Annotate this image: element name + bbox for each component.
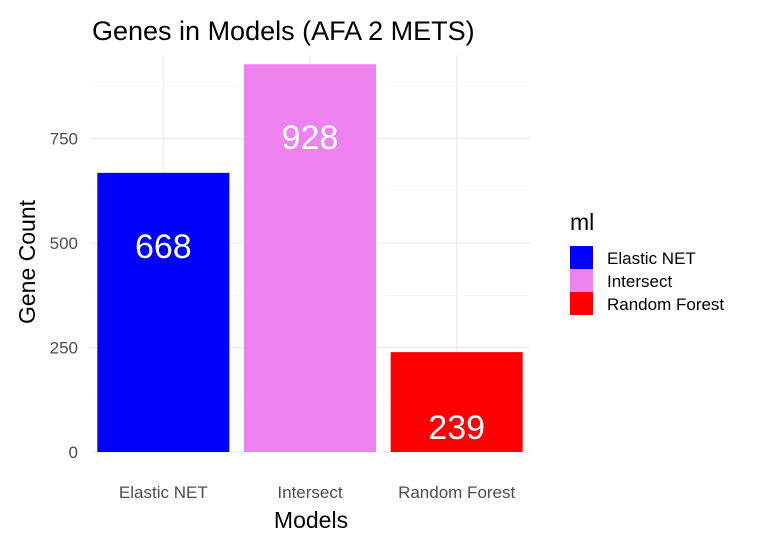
- legend: ml Elastic NET Intersect Random Forest: [570, 209, 724, 315]
- legend-label: Elastic NET: [607, 249, 696, 268]
- legend-label: Intersect: [607, 272, 672, 291]
- legend-swatch: [570, 269, 593, 292]
- y-axis-title: Gene Count: [14, 199, 40, 324]
- data-labels: 668 928 239: [135, 119, 485, 447]
- y-axis: 0 250 500 750: [50, 130, 78, 462]
- data-label: 668: [135, 228, 192, 266]
- legend-swatch: [570, 246, 593, 269]
- y-tick-label: 500: [50, 234, 78, 253]
- x-tick-label: Intersect: [277, 483, 342, 502]
- bar: [244, 64, 376, 452]
- x-tick-label: Elastic NET: [119, 483, 208, 502]
- chart-title: Genes in Models (AFA 2 METS): [92, 16, 475, 46]
- legend-label: Random Forest: [607, 295, 724, 314]
- x-axis: Elastic NET Intersect Random Forest: [119, 483, 516, 502]
- legend-swatch: [570, 292, 593, 315]
- y-tick-label: 250: [50, 339, 78, 358]
- bars: [97, 64, 523, 452]
- data-label: 928: [282, 119, 339, 157]
- x-tick-label: Random Forest: [398, 483, 515, 502]
- legend-title: ml: [570, 209, 594, 235]
- bar: [390, 352, 523, 452]
- data-label: 239: [428, 409, 485, 447]
- bar: [97, 172, 230, 452]
- y-tick-label: 750: [50, 130, 78, 149]
- y-tick-label: 0: [69, 443, 78, 462]
- x-axis-title: Models: [274, 507, 348, 533]
